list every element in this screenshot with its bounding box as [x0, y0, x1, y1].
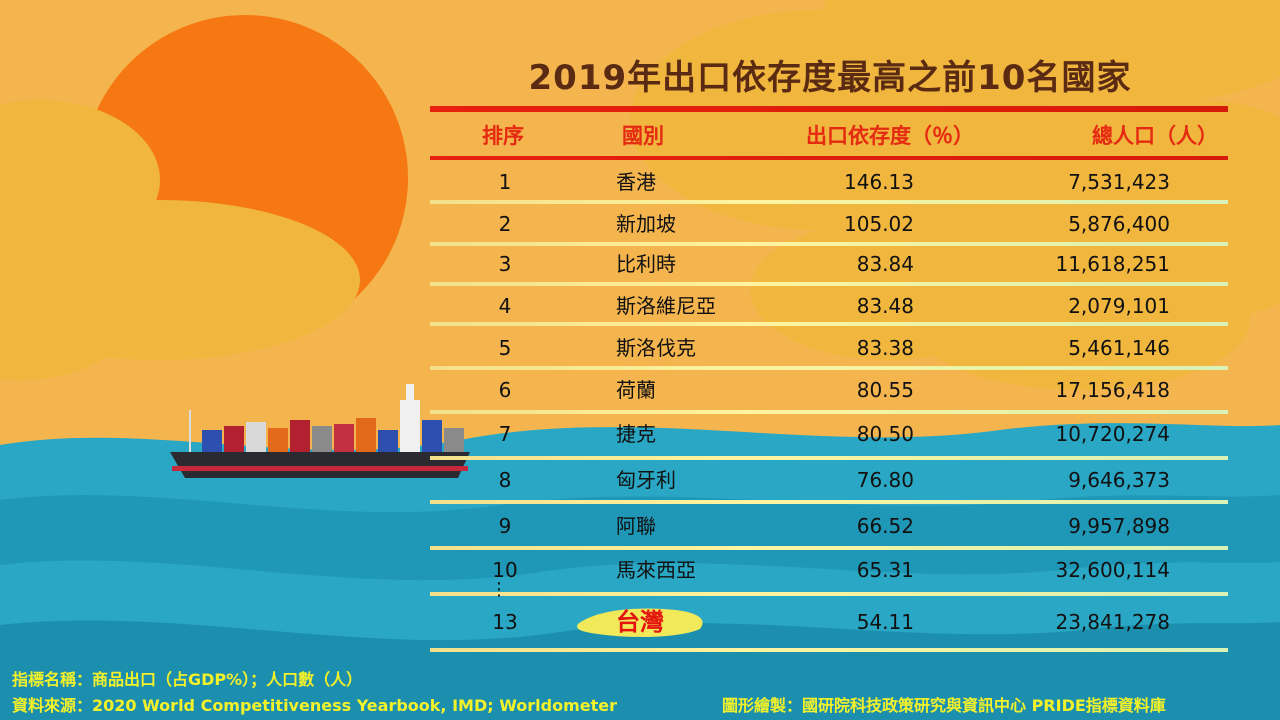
- table-row: 7 捷克 80.50 10,720,274: [430, 412, 1228, 456]
- row-divider: [430, 500, 1228, 504]
- rank-cell: 9: [498, 514, 512, 538]
- table-row: 9 阿聯 66.52 9,957,898: [430, 504, 1228, 548]
- ratio-cell: 76.80: [856, 468, 914, 492]
- ratio-cell: 105.02: [844, 212, 914, 236]
- ratio-cell: 146.13: [844, 170, 914, 194]
- indicator-note: 指標名稱：商品出口（占GDP%）；人口數（人）: [12, 670, 363, 689]
- ratio-cell: 83.84: [856, 252, 914, 276]
- ratio-cell: 80.55: [856, 378, 914, 402]
- header-rank: 排序: [482, 124, 524, 148]
- ellipsis-marker: ⋮: [490, 579, 508, 600]
- row-divider: [430, 366, 1228, 370]
- population-cell: 32,600,114: [1055, 558, 1170, 582]
- population-cell: 5,876,400: [1068, 212, 1170, 236]
- population-cell: 9,646,373: [1068, 468, 1170, 492]
- rank-cell: 4: [498, 294, 512, 318]
- container-ship: [170, 384, 470, 478]
- row-divider: [430, 456, 1228, 460]
- table-row: 2 新加坡 105.02 5,876,400: [430, 202, 1228, 246]
- sea-waves: [0, 423, 1280, 720]
- country-cell: 新加坡: [616, 212, 676, 236]
- taiwan-country-cell: 台灣: [616, 608, 664, 636]
- ratio-cell: 66.52: [856, 514, 914, 538]
- table-row: 1 香港 146.13 7,531,423: [430, 160, 1228, 204]
- rank-cell: 3: [498, 252, 512, 276]
- table-row: 10 馬來西亞 65.31 32,600,114: [430, 548, 1228, 592]
- country-cell: 荷蘭: [616, 378, 656, 402]
- population-cell: 23,841,278: [1055, 610, 1170, 634]
- population-cell: 17,156,418: [1055, 378, 1170, 402]
- population-cell: 7,531,423: [1068, 170, 1170, 194]
- row-divider: [430, 546, 1228, 550]
- rank-cell: 5: [498, 336, 512, 360]
- table-header-rule: [430, 156, 1228, 160]
- page-title: 2019年出口依存度最高之前10名國家: [528, 58, 1132, 98]
- row-divider: [430, 242, 1228, 246]
- header-country: 國別: [622, 124, 664, 148]
- highlight-brush: [577, 608, 703, 637]
- population-cell: 9,957,898: [1068, 514, 1170, 538]
- country-cell: 斯洛伐克: [616, 336, 696, 360]
- ratio-cell: 54.11: [856, 610, 914, 634]
- table-top-rule: [430, 106, 1228, 112]
- header-ratio: 出口依存度（％）: [806, 124, 974, 148]
- rank-cell: 2: [498, 212, 512, 236]
- ratio-cell: 80.50: [856, 422, 914, 446]
- row-divider: [430, 200, 1228, 204]
- ratio-cell: 65.31: [856, 558, 914, 582]
- country-cell: 捷克: [616, 422, 656, 446]
- country-cell: 阿聯: [616, 514, 656, 538]
- population-cell: 5,461,146: [1068, 336, 1170, 360]
- ratio-cell: 83.48: [856, 294, 914, 318]
- ranking-table: 排序 國別 出口依存度（％） 總人口（人） 1 香港 146.13 7,531,…: [430, 106, 1228, 654]
- row-divider: [430, 592, 1228, 596]
- rank-cell: 6: [498, 378, 512, 402]
- table-row: 6 荷蘭 80.55 17,156,418: [430, 368, 1228, 412]
- population-cell: 10,720,274: [1055, 422, 1170, 446]
- country-cell: 馬來西亞: [616, 558, 696, 582]
- country-cell: 斯洛維尼亞: [616, 294, 716, 318]
- rank-cell: 1: [498, 170, 512, 194]
- row-divider: [430, 282, 1228, 286]
- header-population: 總人口（人）: [1092, 124, 1218, 148]
- table-row: 3 比利時 83.84 11,618,251: [430, 242, 1228, 286]
- country-cell: 匈牙利: [616, 468, 676, 492]
- table-row: 8 匈牙利 76.80 9,646,373: [430, 458, 1228, 502]
- table-row: 4 斯洛維尼亞 83.48 2,079,101: [430, 284, 1228, 328]
- table-bottom-rule: [430, 648, 1228, 652]
- ratio-cell: 83.38: [856, 336, 914, 360]
- row-divider: [430, 322, 1228, 326]
- population-cell: 11,618,251: [1055, 252, 1170, 276]
- country-cell: 香港: [616, 170, 656, 194]
- rank-cell: 8: [498, 468, 512, 492]
- population-cell: 2,079,101: [1068, 294, 1170, 318]
- source-note: 資料來源：2020 World Competitiveness Yearbook…: [12, 696, 618, 715]
- credit-note: 圖形繪製：國研院科技政策研究與資訊中心 PRIDE指標資料庫: [722, 696, 1166, 715]
- rank-cell: 13: [492, 610, 518, 634]
- rank-cell: 7: [498, 422, 512, 446]
- table-row: 5 斯洛伐克 83.38 5,461,146: [430, 326, 1228, 370]
- clouds-left: [0, 100, 360, 380]
- table-row-taiwan: 13 台灣 54.11 23,841,278: [430, 600, 1228, 644]
- row-divider: [430, 410, 1228, 414]
- country-cell: 比利時: [616, 252, 676, 276]
- rank-cell: 10: [492, 558, 518, 582]
